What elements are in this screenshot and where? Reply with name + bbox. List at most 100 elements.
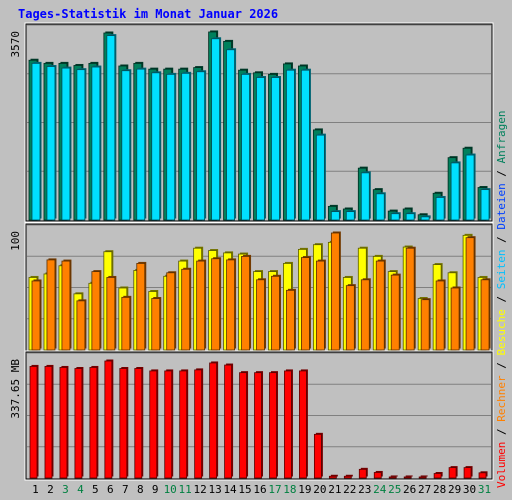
bar-dateien-day-25	[390, 212, 401, 221]
bar-dateien-day-8	[136, 67, 147, 221]
bar-dateien-day-23	[360, 171, 371, 221]
bar-volumen-day-21	[328, 474, 338, 479]
bar-dateien-day-31	[480, 188, 491, 221]
panel-inner-frame	[25, 351, 493, 480]
bar-rechner-day-30	[465, 236, 476, 351]
legend-entry: /	[495, 289, 508, 309]
legend-entry: Anfragen	[495, 110, 508, 163]
bar-rechner-day-6	[106, 275, 117, 351]
bar-volumen-day-25	[388, 475, 398, 479]
bar-dateien-day-26	[405, 212, 416, 221]
bar-dateien-day-21	[330, 210, 341, 221]
bar-rechner-day-10	[166, 271, 177, 351]
bar-volumen-day-1	[29, 364, 39, 479]
bar-dateien-day-30	[465, 153, 476, 221]
bar-volumen-day-24	[373, 470, 383, 479]
panel-frame	[24, 22, 494, 223]
bar-rechner-day-31	[480, 278, 491, 351]
bar-volumen-day-8	[134, 367, 144, 479]
x-tick-label: 27	[418, 483, 431, 496]
bar-dateien-day-1	[31, 61, 42, 221]
bar-dateien-day-4	[76, 68, 87, 221]
bar-dateien-day-14	[226, 48, 237, 221]
bar-dateien-day-29	[450, 161, 461, 221]
panel-hits: 3570	[9, 22, 494, 223]
bar-rechner-day-23	[360, 278, 371, 351]
bar-dateien-day-13	[211, 37, 222, 221]
x-tick-label: 23	[358, 483, 371, 496]
x-tick-label: 18	[283, 483, 296, 496]
side-legend-text: Volumen / Rechner / Besuche / Seiten / D…	[495, 110, 508, 488]
bar-rechner-day-14	[226, 258, 237, 351]
bar-rechner-day-16	[256, 278, 267, 351]
bar-volumen-day-7	[119, 367, 129, 479]
bar-dateien-day-15	[241, 72, 252, 221]
legend-entry: Rechner	[495, 375, 508, 422]
bar-rechner-day-1	[31, 279, 42, 351]
bar-volumen-day-30	[463, 466, 473, 479]
legend-entry: Volumen	[495, 442, 508, 488]
bar-dateien-day-5	[91, 65, 102, 221]
legend-side-label: Volumen / Rechner / Besuche / Seiten / D…	[495, 110, 508, 488]
bar-volumen-day-11	[179, 369, 189, 479]
bar-volumen-day-19	[299, 369, 308, 479]
bar-dateien-day-27	[420, 215, 431, 221]
bar-dateien-day-6	[106, 34, 117, 221]
x-tick-label: 20	[313, 483, 326, 496]
panel-inner-frame	[25, 23, 493, 222]
x-tick-label: 9	[152, 483, 159, 496]
chart-title: Tages-Statistik im Monat Januar 2026	[18, 7, 278, 21]
bar-dateien-day-16	[256, 76, 267, 221]
x-tick-label: 12	[194, 483, 207, 496]
bar-rechner-day-7	[121, 295, 132, 351]
x-tick-label: 22	[343, 483, 356, 496]
bar-rechner-day-24	[375, 259, 386, 351]
legend-entry: Besuche	[495, 309, 508, 355]
bar-volumen-day-23	[358, 467, 368, 479]
bar-rechner-day-22	[345, 284, 356, 351]
bar-rechner-day-28	[435, 279, 446, 351]
x-tick-label: 29	[448, 483, 461, 496]
bar-rechner-day-15	[241, 254, 252, 351]
legend-entry: /	[495, 230, 508, 250]
bar-dateien-day-28	[435, 195, 446, 221]
bar-volumen-day-20	[313, 432, 323, 479]
y-max-label: 100	[9, 231, 22, 251]
bar-volumen-day-14	[224, 363, 234, 479]
bar-rechner-day-29	[450, 286, 461, 351]
x-tick-label: 2	[47, 483, 54, 496]
x-tick-label: 19	[298, 483, 311, 496]
bar-rechner-day-20	[315, 259, 326, 351]
x-axis-day-labels: 1 2 3 4 5 6 7 8 9 10 11 12 13 14 15 16 17 18 19 20 21 22 23 24 2…	[32, 483, 491, 496]
bar-volumen-day-22	[343, 474, 353, 479]
bar-rechner-day-13	[211, 257, 222, 351]
bar-volumen-day-26	[403, 475, 413, 479]
bar-volumen-day-3	[59, 365, 69, 479]
bar-volumen-day-16	[254, 371, 264, 479]
bar-rechner-day-5	[91, 270, 102, 351]
x-tick-label: 15	[238, 483, 251, 496]
x-tick-label: 24	[373, 483, 387, 496]
panel-frame	[24, 350, 494, 481]
bar-rechner-day-18	[286, 288, 296, 351]
y-max-label: 3570	[9, 31, 22, 58]
bar-rechner-day-4	[76, 299, 87, 351]
bar-dateien-day-2	[46, 65, 57, 221]
x-tick-label: 7	[122, 483, 129, 496]
bar-rechner-day-9	[151, 297, 162, 351]
x-tick-label: 8	[137, 483, 144, 496]
bar-dateien-day-24	[375, 192, 386, 221]
legend-entry: /	[495, 163, 508, 183]
x-tick-label: 28	[433, 483, 446, 496]
x-tick-label: 10	[164, 483, 177, 496]
x-tick-label: 13	[208, 483, 221, 496]
legend-entry: /	[495, 422, 508, 442]
bar-volumen-day-10	[164, 369, 174, 479]
bar-rechner-day-26	[405, 246, 416, 351]
x-tick-label: 11	[179, 483, 192, 496]
bar-dateien-day-12	[196, 70, 207, 221]
bar-volumen-day-31	[478, 471, 488, 479]
bar-volumen-day-5	[89, 365, 99, 479]
bar-rechner-day-19	[301, 256, 311, 351]
